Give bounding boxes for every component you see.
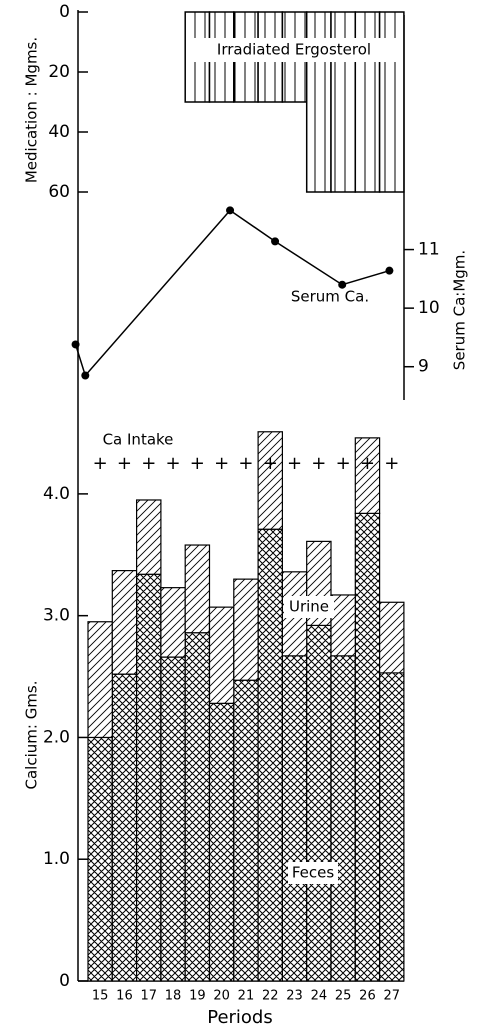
point <box>226 206 235 215</box>
label-bg <box>187 38 403 62</box>
y2-axis-label: Serum Ca:Mgm. <box>451 250 469 370</box>
intake-marker: + <box>117 453 132 474</box>
label-bg <box>288 862 338 884</box>
intake-label: Ca Intake <box>103 431 174 449</box>
bar-segment <box>354 512 381 982</box>
intake-marker: + <box>287 453 302 474</box>
x-tick-label: 22 <box>262 989 279 1004</box>
bar-segment <box>233 578 259 681</box>
y-tick-label: 1.0 <box>43 849 70 869</box>
intake-marker: + <box>166 453 181 474</box>
bar-segment <box>379 672 405 982</box>
x-tick-label: 23 <box>286 989 303 1004</box>
bar-segment <box>184 544 211 634</box>
x-tick-label: 27 <box>383 989 400 1004</box>
point <box>271 237 280 246</box>
bar-segment <box>184 632 211 982</box>
y-axis-label: Medication : Mgms. <box>23 37 41 183</box>
x-tick-label: 25 <box>335 989 352 1004</box>
x-tick-label: 21 <box>238 989 255 1004</box>
intake-marker: + <box>93 453 108 474</box>
series-label: Urine <box>289 598 329 616</box>
bar-segment <box>160 656 186 982</box>
point <box>81 371 90 380</box>
y-axis-label: Calcium: Gms. <box>23 680 41 789</box>
bar-segment <box>208 702 235 982</box>
x-tick-label: 15 <box>92 989 109 1004</box>
bar-segment <box>257 431 284 530</box>
line <box>74 209 390 377</box>
intake-marker: + <box>214 453 229 474</box>
y2-tick-label: 11 <box>418 240 440 260</box>
x-tick-label: 18 <box>165 989 182 1004</box>
y-tick-label: 3.0 <box>43 606 70 626</box>
x-tick-label: 17 <box>140 989 157 1004</box>
intake-marker: + <box>336 453 351 474</box>
point <box>338 280 347 289</box>
y-tick-label: 0 <box>59 971 70 991</box>
x-tick-label: 16 <box>116 989 133 1004</box>
bar-segment <box>136 573 162 982</box>
bar-segment <box>233 679 259 982</box>
bar-segment <box>281 655 308 982</box>
bar-segment <box>257 528 284 982</box>
bar-segment <box>354 437 381 514</box>
bar-segment <box>160 587 186 658</box>
y-tick-label: 20 <box>48 62 70 82</box>
y-tick-label: 0 <box>59 2 70 22</box>
series-label: Feces <box>292 864 335 882</box>
intake-marker: + <box>141 453 156 474</box>
x-axis-label: Periods <box>207 1007 273 1028</box>
medication-label: Irradiated Ergosterol <box>217 41 371 59</box>
y2-tick-label: 9 <box>418 357 429 377</box>
intake-marker: + <box>360 453 375 474</box>
y-tick-label: 60 <box>48 182 70 202</box>
y2-tick-label: 10 <box>418 298 440 318</box>
point <box>385 266 394 275</box>
bar-segment <box>330 655 356 982</box>
bar-segment <box>306 624 332 982</box>
intake-marker: + <box>384 453 399 474</box>
x-tick-label: 19 <box>189 989 206 1004</box>
serum-label: Serum Ca. <box>291 288 369 306</box>
bar-segment <box>87 621 113 739</box>
bar-segment <box>208 606 235 704</box>
bar-segment <box>87 736 113 982</box>
x-tick-label: 26 <box>359 989 376 1004</box>
bar-segment <box>136 499 162 575</box>
y-tick-label: 40 <box>48 122 70 142</box>
bar-segment <box>379 601 405 674</box>
x-tick-label: 24 <box>311 989 328 1004</box>
bar-segment <box>330 594 356 657</box>
intake-marker: + <box>190 453 205 474</box>
intake-marker: + <box>263 453 278 474</box>
point <box>71 340 80 349</box>
y-tick-label: 2.0 <box>43 727 70 747</box>
bar-segment <box>111 673 138 982</box>
label-bg <box>284 596 334 618</box>
x-tick-label: 20 <box>213 989 230 1004</box>
intake-marker: + <box>311 453 326 474</box>
intake-marker: + <box>238 453 253 474</box>
y-tick-label: 4.0 <box>43 484 70 504</box>
bar-segment <box>111 570 138 675</box>
